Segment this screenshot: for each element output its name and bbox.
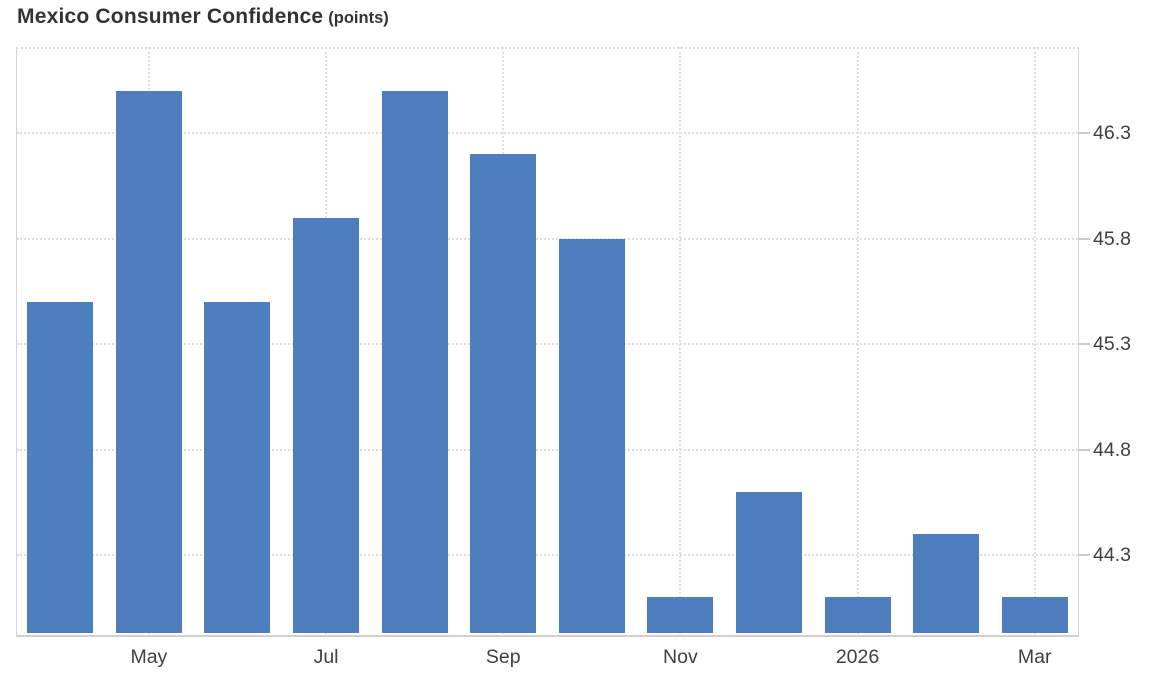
bar[interactable] [381, 91, 448, 633]
y-axis-tick-label: 45.3 [1093, 333, 1131, 356]
bar[interactable] [115, 91, 182, 633]
bar[interactable] [647, 597, 714, 633]
h-gridline [17, 237, 1078, 240]
chart-title-text: Mexico Consumer Confidence [17, 5, 324, 28]
plot-area [16, 47, 1079, 637]
x-axis-tick-label: Mar [1017, 646, 1052, 668]
chart-title: Mexico Consumer Confidence (points) [17, 5, 389, 29]
bar[interactable] [558, 238, 625, 633]
y-axis-tick-label: 46.3 [1093, 122, 1131, 145]
y-axis-tick [1079, 132, 1090, 135]
bar[interactable] [824, 597, 891, 633]
bar[interactable] [1001, 597, 1068, 633]
bar[interactable] [204, 302, 271, 633]
v-gridline [679, 47, 682, 634]
v-gridline [856, 47, 859, 634]
x-axis-tick-label: Nov [663, 646, 698, 668]
h-gridline [17, 343, 1078, 346]
y-axis-tick [1079, 343, 1090, 346]
h-gridline [17, 448, 1078, 451]
bar[interactable] [913, 533, 980, 633]
bar[interactable] [735, 491, 802, 633]
y-axis-tick [1079, 237, 1090, 240]
y-axis-tick-label: 45.8 [1093, 227, 1131, 250]
h-gridline [17, 132, 1078, 135]
y-axis-tick-label: 44.8 [1093, 438, 1131, 461]
x-axis-tick-label: Sep [485, 646, 521, 668]
y-axis-tick [1079, 553, 1090, 556]
x-axis-tick-label: Jul [313, 646, 339, 668]
chart-title-unit: (points) [328, 9, 389, 27]
y-axis-tick [1079, 448, 1090, 451]
y-axis-tick-label: 44.3 [1093, 543, 1131, 566]
h-gridline [17, 553, 1078, 556]
bar[interactable] [293, 217, 360, 633]
x-axis-tick-label: May [130, 646, 168, 668]
bar[interactable] [470, 154, 537, 633]
x-axis-tick-label: 2026 [835, 646, 880, 668]
v-gridline [1033, 47, 1036, 634]
bar[interactable] [27, 302, 94, 633]
